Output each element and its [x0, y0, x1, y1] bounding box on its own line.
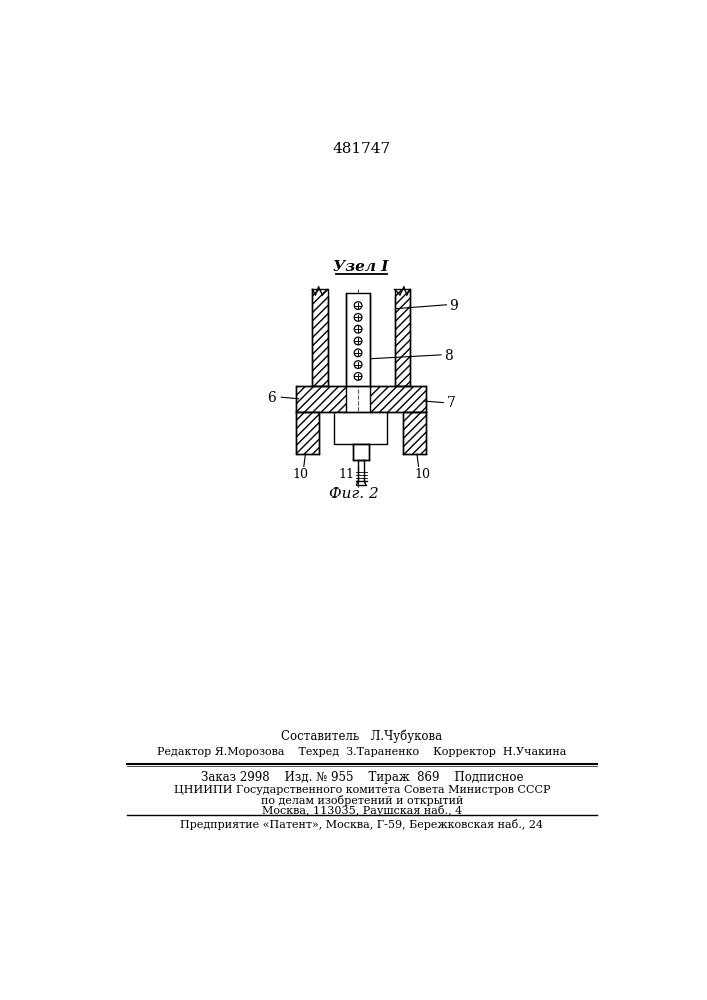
Text: Москва, 113035, Раушская наб., 4: Москва, 113035, Раушская наб., 4: [262, 805, 462, 816]
Text: Заказ 2998    Изд. № 955    Тираж  869    Подписное: Заказ 2998 Изд. № 955 Тираж 869 Подписно…: [201, 771, 523, 784]
Circle shape: [354, 314, 362, 321]
Circle shape: [354, 349, 362, 357]
Text: 8: 8: [444, 349, 453, 363]
Text: ЦНИИПИ Государственного комитета Совета Министров СССР: ЦНИИПИ Государственного комитета Совета …: [174, 785, 550, 795]
Bar: [328, 289, 395, 386]
Bar: [395, 289, 410, 386]
Circle shape: [354, 325, 362, 333]
Text: Составитель   Л.Чубукова: Составитель Л.Чубукова: [281, 730, 443, 743]
Text: Узел I: Узел I: [334, 260, 389, 274]
Bar: [403, 412, 426, 454]
Text: 10: 10: [414, 468, 431, 481]
Bar: [296, 386, 426, 412]
Bar: [334, 412, 387, 444]
Text: по делам изобретений и открытий: по делам изобретений и открытий: [261, 795, 463, 806]
Text: 7: 7: [446, 396, 455, 410]
Circle shape: [354, 302, 362, 309]
Text: Предприятие «Патент», Москва, Г-59, Бережковская наб., 24: Предприятие «Патент», Москва, Г-59, Бере…: [180, 819, 544, 830]
Bar: [296, 412, 320, 454]
Circle shape: [354, 337, 362, 345]
Text: 11: 11: [338, 468, 354, 481]
Bar: [354, 444, 369, 460]
Circle shape: [354, 373, 362, 380]
Text: 10: 10: [292, 468, 308, 481]
Bar: [312, 289, 328, 386]
Text: 9: 9: [450, 299, 458, 313]
Text: Редактор Я.Морозова    Техред  З.Тараненко    Корректор  Н.Учакина: Редактор Я.Морозова Техред З.Тараненко К…: [157, 747, 566, 757]
Bar: [346, 293, 370, 386]
Text: 6: 6: [267, 391, 276, 405]
Text: Фиг. 2: Фиг. 2: [329, 487, 378, 501]
Circle shape: [354, 361, 362, 368]
Text: 481747: 481747: [333, 142, 391, 156]
Bar: [346, 386, 370, 412]
